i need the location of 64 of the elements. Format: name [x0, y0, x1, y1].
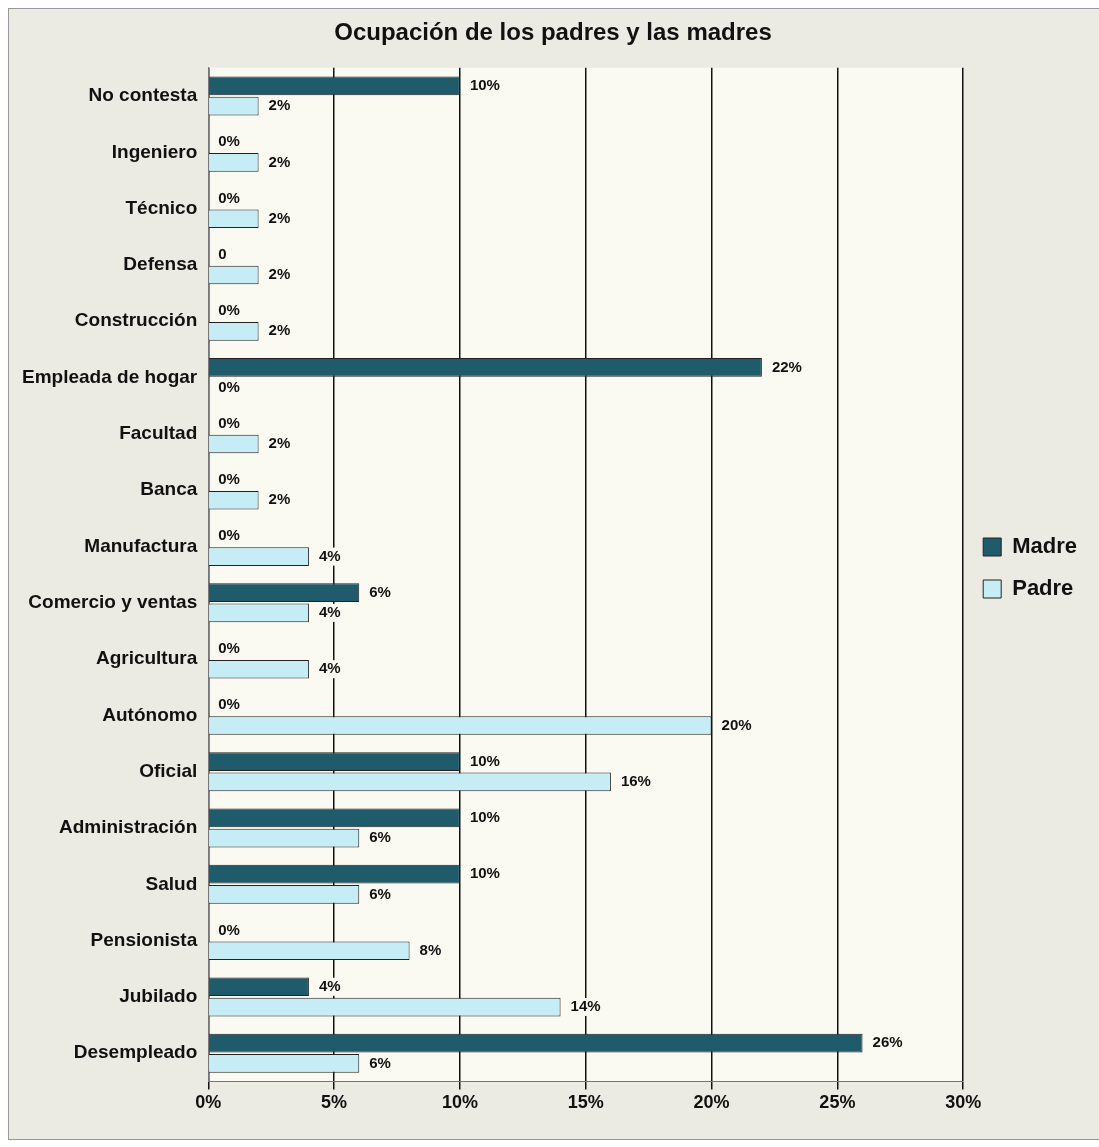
data-label: 2%: [268, 152, 291, 170]
legend-label: Padre: [1012, 575, 1074, 601]
data-label: 2%: [268, 208, 291, 226]
data-label: 26%: [872, 1033, 903, 1051]
data-label: 0%: [218, 526, 240, 544]
y-tick-label: Defensa: [123, 253, 198, 275]
data-label: 2%: [268, 96, 291, 114]
y-tick-label: Oficial: [139, 759, 198, 781]
data-label: 10%: [469, 751, 500, 769]
y-tick-label: Banca: [140, 478, 198, 500]
data-label: 4%: [318, 659, 341, 677]
data-label: 14%: [570, 997, 601, 1015]
x-tick-label: 10%: [441, 1092, 478, 1113]
data-label: 22%: [771, 357, 802, 375]
data-label: 0%: [218, 377, 240, 395]
data-label: 4%: [318, 546, 341, 564]
y-tick-label: Ingeniero: [111, 140, 198, 162]
data-label: 6%: [369, 582, 391, 600]
data-label: 0%: [218, 639, 240, 657]
y-tick-label: Desempleado: [73, 1041, 198, 1063]
y-tick-label: Construcción: [74, 309, 198, 331]
data-label: 4%: [318, 976, 341, 994]
data-label: 2%: [268, 490, 291, 508]
data-label: 6%: [369, 1053, 391, 1071]
data-label: 6%: [369, 828, 391, 846]
data-label: 0: [218, 244, 227, 262]
y-tick-label: Pensionista: [90, 928, 198, 950]
y-tick-label: Técnico: [125, 196, 198, 218]
chart-title: Ocupación de los padres y las madres: [334, 18, 772, 46]
data-label: 0%: [218, 413, 240, 431]
data-label: 6%: [369, 884, 391, 902]
data-label: 0%: [218, 132, 240, 150]
x-tick-label: 5%: [321, 1092, 348, 1113]
data-label: 20%: [721, 715, 752, 733]
y-tick-label: Administración: [58, 816, 198, 838]
data-label: 0%: [218, 470, 240, 488]
x-tick-label: 20%: [693, 1092, 730, 1113]
y-tick-label: Manufactura: [84, 534, 198, 556]
data-label: 0%: [218, 188, 240, 206]
x-tick-label: 0%: [195, 1092, 222, 1113]
y-tick-label: No contesta: [88, 84, 198, 106]
data-label: 2%: [268, 434, 291, 452]
y-tick-label: Autónomo: [102, 703, 198, 725]
y-tick-label: Jubilado: [119, 985, 198, 1007]
data-label: 10%: [469, 75, 500, 93]
data-label: 16%: [620, 771, 651, 789]
x-tick-label: 25%: [819, 1092, 856, 1113]
data-label: 8%: [419, 940, 442, 958]
x-tick-label: 15%: [567, 1092, 604, 1113]
y-tick-label: Facultad: [119, 422, 198, 444]
y-tick-label: Empleada de hogar: [21, 365, 198, 387]
data-label: 2%: [268, 265, 291, 283]
y-tick-label: Agricultura: [95, 647, 198, 669]
data-label: 2%: [268, 321, 291, 339]
x-tick-label: 30%: [945, 1092, 982, 1113]
data-label: 10%: [469, 808, 500, 825]
legend-label: Madre: [1012, 533, 1077, 559]
data-label: 4%: [318, 603, 341, 621]
data-label: 0%: [218, 695, 240, 713]
y-tick-label: Salud: [145, 872, 198, 894]
y-tick-label: Comercio y ventas: [28, 590, 198, 612]
data-label: 0%: [218, 301, 240, 319]
data-label: 0%: [218, 920, 240, 938]
data-label: 10%: [469, 864, 500, 882]
